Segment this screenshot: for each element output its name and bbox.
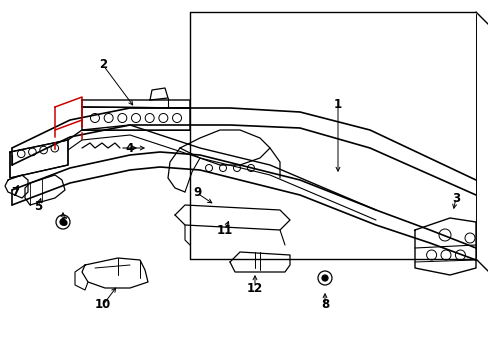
Text: 4: 4: [125, 141, 134, 154]
Circle shape: [60, 219, 66, 225]
Text: 6: 6: [59, 216, 67, 229]
Text: 5: 5: [34, 201, 42, 213]
Text: 9: 9: [192, 186, 201, 199]
Text: 10: 10: [95, 298, 111, 311]
Text: 11: 11: [217, 224, 233, 237]
Text: 1: 1: [333, 99, 342, 112]
Text: 12: 12: [246, 282, 263, 294]
Circle shape: [321, 275, 327, 281]
Text: 3: 3: [451, 192, 459, 204]
Text: 2: 2: [99, 58, 107, 72]
Text: 8: 8: [320, 298, 328, 311]
Text: 7: 7: [11, 185, 19, 198]
